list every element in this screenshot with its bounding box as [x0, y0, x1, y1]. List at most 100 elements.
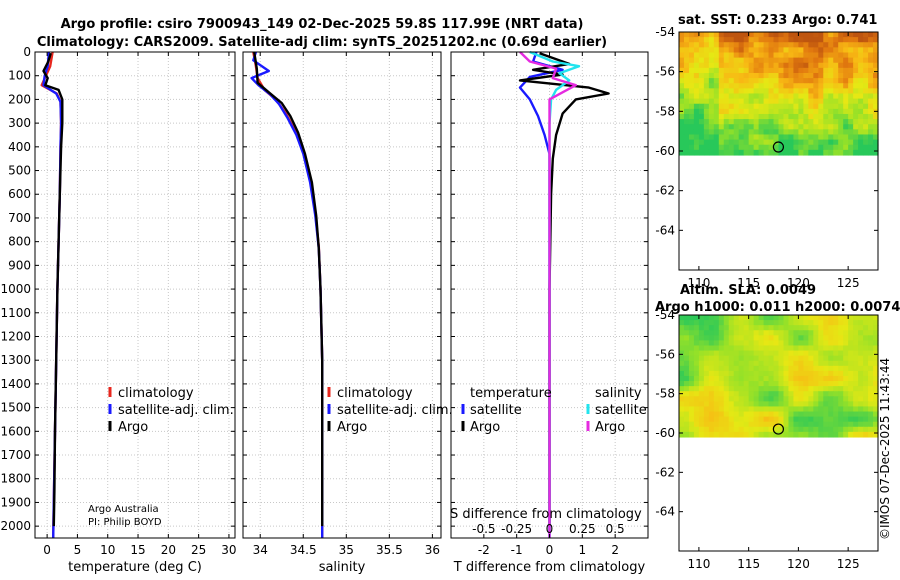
heatmap-cell	[848, 401, 854, 408]
heatmap-cell	[828, 52, 834, 59]
heatmap-cell	[848, 93, 854, 100]
heatmap-cell	[768, 93, 775, 100]
heatmap-cell	[803, 335, 809, 341]
heatmap-cell	[753, 360, 760, 367]
heatmap-cell	[718, 386, 725, 392]
heatmap-cell	[698, 345, 705, 352]
heatmap-cell	[853, 139, 859, 146]
heatmap-cell	[808, 119, 814, 125]
heatmap-cell	[723, 83, 730, 89]
heatmap-cell	[718, 119, 725, 125]
heatmap-cell	[833, 335, 839, 341]
heatmap-cell	[753, 431, 760, 438]
heatmap-cell	[788, 355, 795, 362]
salinity-diff-tick-label: -0.25	[501, 522, 532, 536]
heatmap-cell	[693, 139, 700, 146]
heatmap-cell	[763, 396, 770, 402]
heatmap-cell	[698, 108, 705, 115]
heatmap-cell	[848, 431, 854, 438]
heatmap-cell	[768, 340, 775, 347]
heatmap-cell	[853, 431, 859, 438]
heatmap-cell	[738, 386, 745, 392]
heatmap-cell	[813, 83, 819, 89]
heatmap-cell	[708, 37, 715, 43]
heatmap-cell	[703, 32, 710, 38]
x-tick-label: 20	[161, 543, 176, 557]
heatmap-cell	[768, 381, 775, 387]
heatmap-cell	[873, 78, 879, 84]
heatmap-cell	[813, 149, 819, 156]
heatmap-cell	[783, 103, 790, 110]
heatmap-cell	[873, 426, 879, 433]
heatmap-cell	[753, 386, 760, 392]
heatmap-cell	[838, 315, 844, 321]
heatmap-cell	[683, 345, 690, 352]
heatmap-cell	[863, 108, 869, 115]
heatmap-cell	[698, 325, 705, 331]
heatmap-cell	[863, 401, 869, 408]
heatmap-cell	[703, 396, 710, 402]
heatmap-cell	[788, 370, 795, 377]
heatmap-cell	[818, 78, 824, 84]
heatmap-cell	[793, 57, 799, 64]
heatmap-cell	[838, 32, 844, 38]
heatmap-cell	[679, 340, 685, 347]
heatmap-cell	[858, 67, 864, 74]
heatmap-cell	[708, 88, 715, 95]
heatmap-cell	[698, 47, 705, 54]
heatmap-cell	[753, 335, 760, 341]
heatmap-cell	[693, 330, 700, 336]
heatmap-cell	[688, 426, 695, 433]
heatmap-cell	[708, 421, 715, 428]
heatmap-cell	[823, 411, 829, 418]
heatmap-cell	[768, 335, 775, 341]
heatmap-cell	[698, 32, 705, 38]
heatmap-cell	[868, 47, 874, 54]
heatmap-cell	[708, 139, 715, 146]
heatmap-cell	[828, 416, 834, 423]
heatmap-cell	[723, 134, 730, 141]
heatmap-cell	[738, 103, 745, 110]
heatmap-cell	[783, 83, 790, 89]
heatmap-cell	[833, 62, 839, 69]
heatmap-cell	[788, 47, 795, 54]
heatmap-cell	[873, 330, 879, 336]
heatmap-cell	[863, 365, 869, 372]
heatmap-cell	[788, 320, 795, 326]
heatmap-cell	[753, 62, 760, 69]
heatmap-cell	[768, 88, 775, 95]
heatmap-cell	[773, 315, 780, 321]
heatmap-cell	[733, 381, 740, 387]
y-tick-label: 1900	[0, 495, 31, 509]
heatmap-cell	[788, 72, 795, 79]
heatmap-cell	[683, 98, 690, 105]
heatmap-cell	[808, 355, 814, 362]
heatmap-cell	[718, 391, 725, 397]
y-tick-label: 200	[8, 92, 31, 106]
heatmap-cell	[798, 386, 804, 392]
heatmap-cell	[863, 78, 869, 84]
heatmap-cell	[873, 47, 879, 54]
heatmap-cell	[743, 72, 750, 79]
heatmap-cell	[748, 426, 755, 433]
heatmap-cell	[718, 62, 725, 69]
heatmap-cell	[823, 119, 829, 125]
heatmap-cell	[708, 401, 715, 408]
heatmap-cell	[733, 62, 740, 69]
heatmap-cell	[818, 381, 824, 387]
heatmap-cell	[748, 72, 755, 79]
heatmap-cell	[848, 335, 854, 341]
heatmap-cell	[753, 134, 760, 141]
heatmap-cell	[753, 83, 760, 89]
heatmap-cell	[813, 42, 819, 48]
heatmap-cell	[783, 365, 790, 372]
heatmap-cell	[853, 355, 859, 362]
heatmap-cell	[823, 37, 829, 43]
heatmap-cell	[838, 330, 844, 336]
heatmap-cell	[718, 83, 725, 89]
heatmap-cell	[698, 391, 705, 397]
salinity-diff-tick-label: -0.5	[472, 522, 495, 536]
heatmap-cell	[733, 396, 740, 402]
heatmap-cell	[773, 83, 780, 89]
heatmap-cell	[818, 144, 824, 151]
